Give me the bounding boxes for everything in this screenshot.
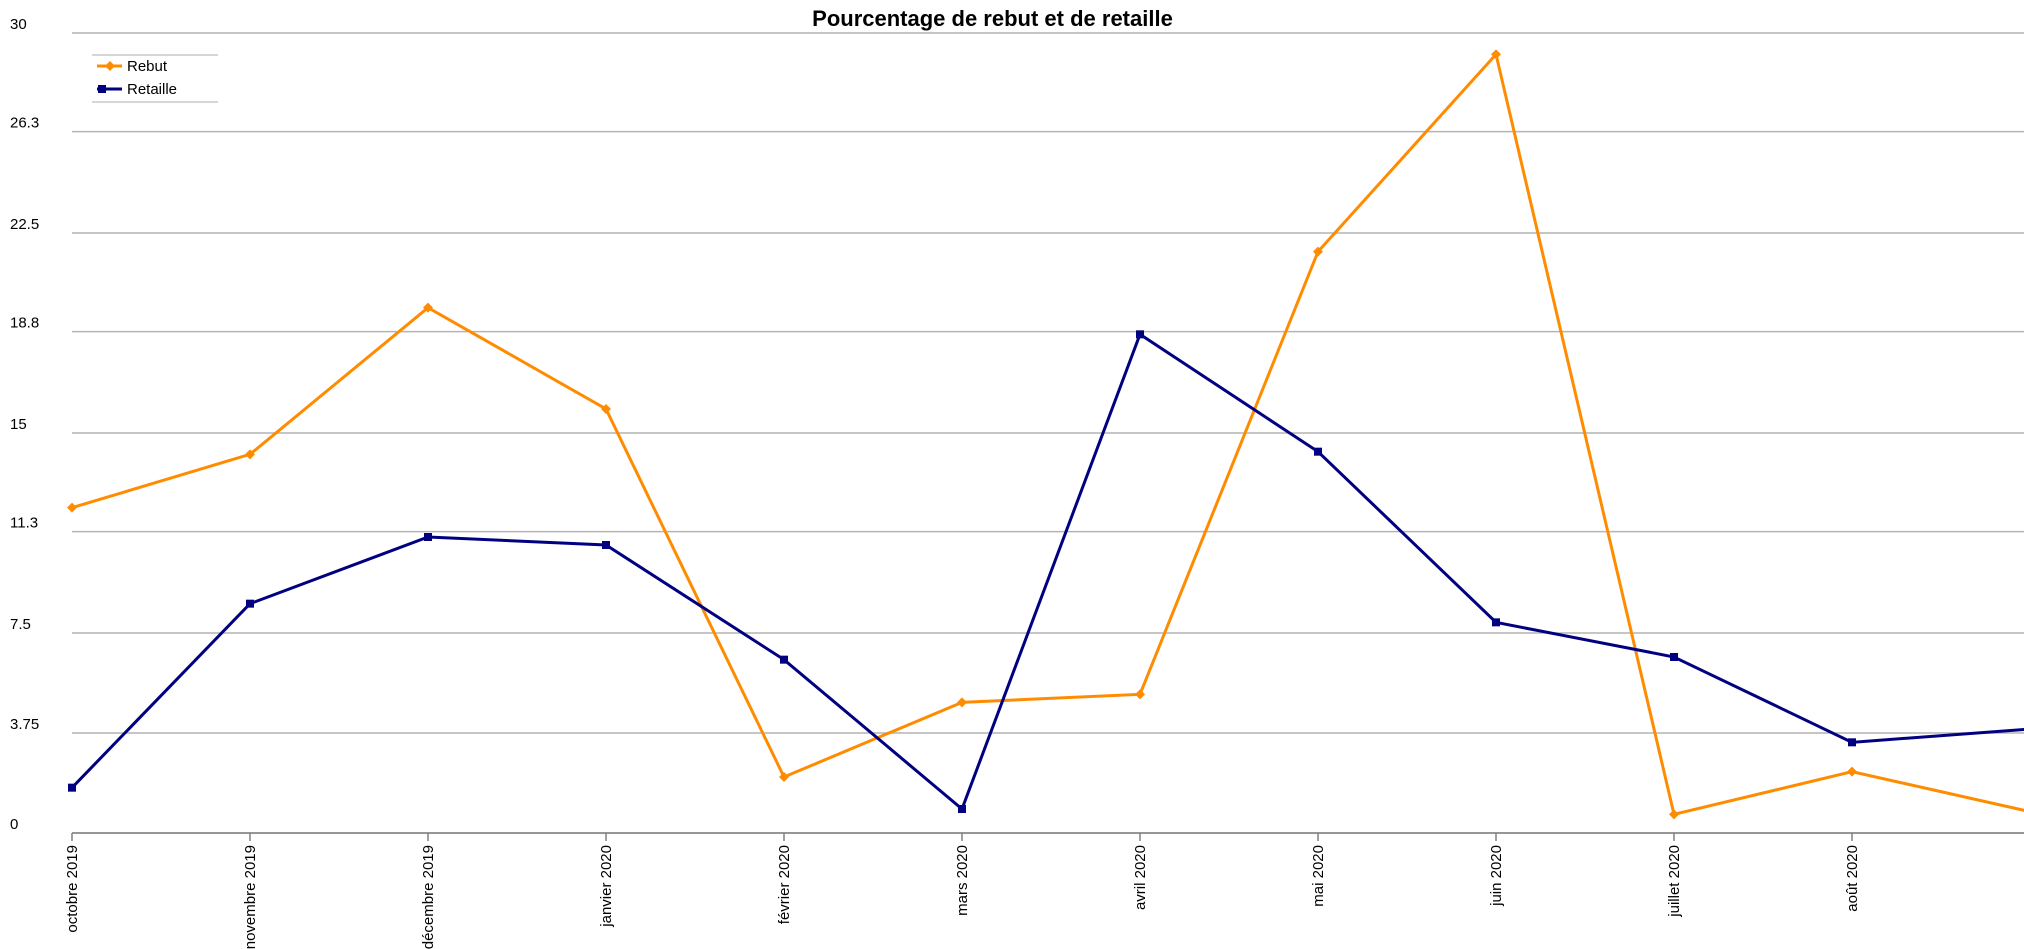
- data-point: [423, 302, 433, 313]
- x-tick-label: octobre 2019: [64, 845, 81, 933]
- data-point: [1491, 49, 1501, 60]
- data-point: [1135, 689, 1145, 700]
- data-point: [1669, 809, 1679, 820]
- data-point: [1313, 246, 1323, 257]
- data-point: [957, 697, 967, 708]
- data-point: [1670, 653, 1678, 661]
- legend-marker: [98, 85, 106, 93]
- data-point: [1492, 618, 1500, 627]
- legend-marker: [105, 61, 115, 71]
- data-point: [601, 404, 611, 414]
- series-line-rebut: [71, 51, 2024, 817]
- x-tick-label: mars 2020: [954, 845, 971, 916]
- x-tick-label: juillet 2020: [1666, 845, 1683, 918]
- data-point: [68, 783, 76, 792]
- x-tick-label: août 2020: [1844, 845, 1861, 912]
- y-tick-label: 26.3: [10, 115, 39, 132]
- y-tick-label: 18.8: [10, 315, 39, 332]
- y-tick-label: 11.3: [10, 515, 38, 532]
- series-line-retaille: [70, 332, 2024, 812]
- x-tick-label: janvier 2020: [598, 845, 615, 928]
- chart-title: Pourcentage de rebut et de retaille: [812, 6, 1173, 31]
- data-point: [424, 533, 432, 541]
- data-point: [1848, 738, 1856, 747]
- data-point: [1314, 447, 1322, 456]
- data-point: [779, 772, 789, 782]
- x-tick-label: février 2020: [776, 845, 793, 924]
- legend-label: Rebut: [127, 58, 168, 75]
- y-tick-label: 0: [10, 816, 18, 833]
- y-tick-label: 7.5: [10, 616, 31, 633]
- data-point: [67, 502, 77, 513]
- data-point: [1847, 766, 1857, 777]
- y-tick-label: 15: [10, 416, 27, 433]
- data-point: [602, 541, 610, 549]
- data-point: [245, 449, 255, 460]
- y-tick-label: 3.75: [10, 716, 39, 733]
- x-tick-label: juin 2020: [1488, 845, 1505, 907]
- data-point: [246, 599, 254, 608]
- data-point: [780, 655, 788, 664]
- x-tick-label: avril 2020: [1132, 845, 1149, 910]
- y-tick-label: 22.5: [10, 216, 39, 233]
- x-tick-label: septembre 2020: [2022, 845, 2024, 949]
- x-tick-label: novembre 2019: [242, 845, 259, 949]
- legend-label: Retaille: [127, 81, 177, 98]
- data-point: [958, 805, 966, 813]
- y-tick-label: 30: [10, 16, 27, 33]
- data-point: [1136, 330, 1144, 339]
- x-tick-label: mai 2020: [1310, 845, 1327, 907]
- x-tick-label: décembre 2019: [420, 845, 437, 949]
